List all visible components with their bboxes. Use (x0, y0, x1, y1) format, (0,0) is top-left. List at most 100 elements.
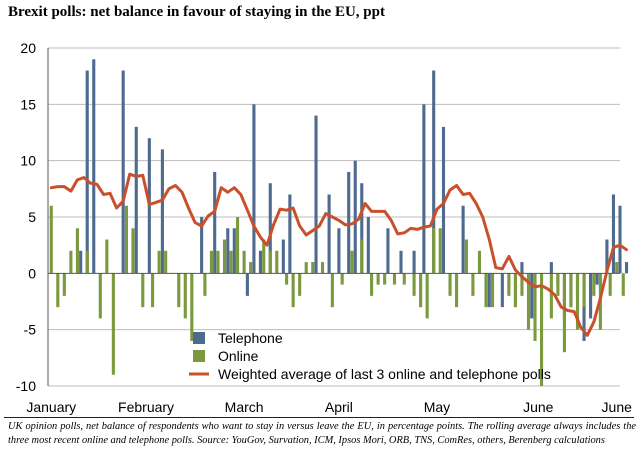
y-tick-label: -10 (16, 378, 36, 394)
online-bar (262, 239, 266, 274)
online-bar (268, 250, 272, 274)
telephone-bar (226, 228, 230, 274)
x-tick-label: March (225, 399, 264, 415)
online-bar (203, 273, 207, 296)
telephone-bar (252, 104, 256, 274)
telephone-bar (245, 273, 249, 296)
telephone-bar (624, 262, 629, 274)
online-bar (229, 250, 233, 274)
telephone-bar (520, 262, 524, 274)
weighted-average-line (49, 172, 628, 337)
x-tick-label: May (424, 399, 450, 415)
online-bar (157, 250, 161, 274)
online-bar (533, 273, 537, 341)
y-tick-label: 0 (28, 265, 36, 281)
online-bar (438, 228, 442, 274)
gridlines (48, 47, 620, 387)
online-bar (520, 273, 524, 296)
legend: Telephone Online Weighted average of last … (189, 330, 551, 382)
telephone-bar (200, 217, 204, 274)
online-bar (419, 273, 423, 308)
chart-title: Brexit polls: net balance in favour of s… (8, 4, 385, 20)
telephone-bar (360, 183, 364, 274)
telephone-bar (386, 228, 390, 274)
online-bar (304, 262, 308, 274)
online-bar (425, 273, 429, 319)
x-tick-label: June (523, 399, 554, 415)
telephone-bar (85, 70, 89, 274)
y-tick-label: -5 (24, 322, 37, 338)
online-bar (49, 205, 53, 274)
telephone-bar (232, 228, 236, 274)
legend-label: Online (218, 348, 259, 364)
x-tick-label: April (325, 399, 353, 415)
telephone-bar (160, 149, 164, 274)
telephone-bar (461, 205, 465, 274)
average-line-layer (49, 172, 628, 337)
online-bar (402, 273, 406, 285)
telephone-bar (121, 70, 125, 274)
online-bar (592, 273, 596, 296)
online-bar (190, 273, 194, 341)
online-bar (507, 273, 511, 296)
online-bar (455, 273, 459, 308)
online-bar (111, 273, 115, 375)
legend-swatch-telephone (193, 332, 205, 344)
telephone-bar (213, 171, 217, 274)
online-bar (311, 262, 315, 274)
telephone-bar (281, 239, 285, 274)
poll-chart: 20 15 10 5 0 -5 -10 January February March April Ma… (16, 40, 632, 415)
online-bar (291, 273, 295, 308)
online-bar (392, 273, 397, 285)
source-divider (4, 417, 634, 418)
telephone-bar (327, 194, 331, 274)
telephone-bar (353, 160, 357, 274)
online-bar (75, 228, 79, 274)
telephone-bar (589, 273, 593, 319)
online-bar (62, 273, 66, 296)
telephone-bar (422, 104, 426, 274)
telephone-bar (530, 273, 534, 319)
online-bar (484, 273, 488, 308)
legend-label: Telephone (218, 330, 283, 346)
online-bar (141, 273, 145, 308)
online-bar (360, 239, 364, 274)
y-tick-label: 5 (28, 209, 36, 225)
legend-label: Weighted average of last 3 online and te… (218, 366, 551, 382)
telephone-bar (92, 59, 96, 274)
online-bar (164, 250, 168, 274)
online-bar (432, 228, 436, 274)
online-bar (608, 273, 612, 296)
online-bar (370, 273, 374, 296)
x-tick-label: June (602, 399, 633, 415)
online-bar (490, 273, 495, 308)
online-bar (236, 217, 240, 274)
online-bar (350, 250, 354, 274)
y-tick-label: 15 (20, 96, 36, 112)
online-bar (69, 250, 73, 274)
x-tick-label: January (26, 399, 76, 415)
axes: 20 15 10 5 0 -5 -10 January February March April Ma… (16, 40, 632, 415)
online-bar (105, 239, 109, 274)
poll-bars (49, 59, 629, 386)
telephone-bar (399, 250, 403, 274)
source-note: UK opinion polls, net balance of respond… (8, 421, 636, 446)
online-bar (242, 250, 246, 274)
telephone-bar (618, 205, 622, 274)
online-bar (98, 273, 102, 319)
online-bar (131, 228, 135, 274)
online-bar (526, 273, 531, 330)
online-bar (321, 262, 325, 274)
online-bar (448, 273, 452, 296)
online-bar (477, 250, 482, 274)
telephone-bar (268, 183, 272, 274)
y-tick-label: 20 (20, 40, 36, 56)
telephone-bar (611, 194, 616, 274)
online-bar (582, 273, 586, 308)
telephone-bar (595, 273, 599, 285)
telephone-bar (487, 273, 491, 308)
online-bar (575, 273, 580, 330)
telephone-bar (432, 70, 436, 274)
telephone-bar (412, 250, 416, 274)
online-bar (177, 273, 181, 308)
